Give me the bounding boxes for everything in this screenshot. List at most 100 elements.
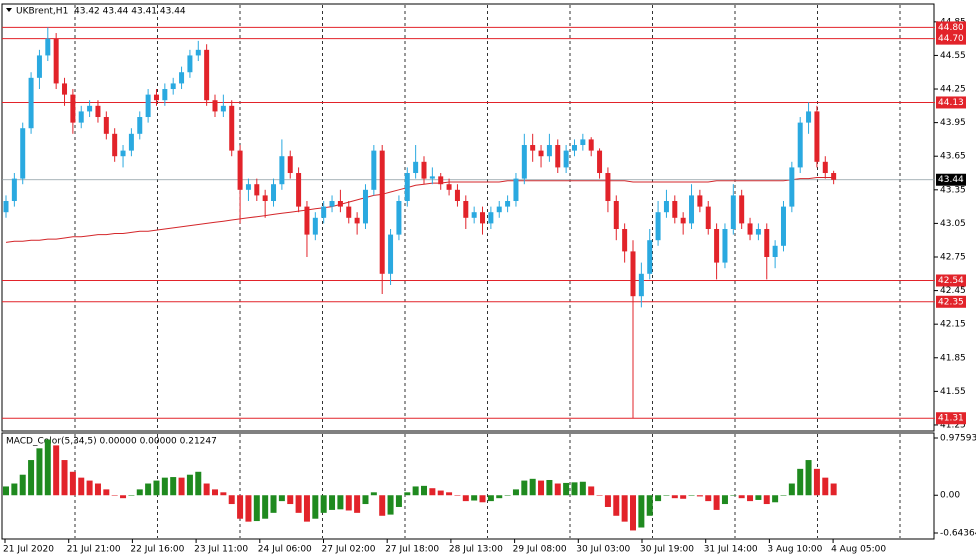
macd-bar bbox=[28, 460, 35, 496]
macd-bar bbox=[379, 495, 386, 516]
candle-body bbox=[70, 94, 76, 123]
y-tick-label: 42.15 bbox=[940, 320, 966, 330]
candle-body bbox=[413, 161, 419, 174]
candle-body bbox=[780, 206, 786, 246]
candle-body bbox=[212, 100, 218, 112]
candle-body bbox=[513, 178, 519, 202]
candle-body bbox=[730, 195, 736, 229]
x-tick-label: 24 Jul 06:00 bbox=[258, 545, 312, 555]
candle-body bbox=[571, 145, 577, 151]
candle-body bbox=[120, 150, 126, 157]
candle-body bbox=[312, 217, 318, 235]
symbol-title: UKBrent,H1 bbox=[16, 7, 68, 17]
macd-bar bbox=[538, 480, 545, 496]
candle-body bbox=[588, 139, 594, 151]
macd-bar bbox=[613, 495, 620, 516]
macd-bar bbox=[688, 495, 695, 496]
x-tick-label: 31 Jul 14:00 bbox=[704, 545, 758, 555]
candle-body bbox=[379, 150, 385, 274]
candle-body bbox=[329, 201, 335, 207]
macd-bar bbox=[454, 495, 461, 496]
candle-body bbox=[404, 173, 410, 202]
macd-bar bbox=[788, 483, 795, 496]
candle-body bbox=[321, 206, 327, 218]
candle-body bbox=[204, 49, 210, 101]
macd-bar bbox=[747, 495, 754, 502]
candle-body bbox=[697, 195, 703, 207]
candle-body bbox=[20, 128, 26, 179]
macd-bar bbox=[479, 495, 486, 503]
candle-body bbox=[237, 150, 243, 190]
macd-bar bbox=[212, 489, 218, 496]
macd-bar bbox=[11, 483, 18, 496]
macd-bar bbox=[136, 489, 143, 496]
macd-bar bbox=[278, 495, 285, 502]
macd-bar bbox=[228, 495, 235, 505]
candle-body bbox=[764, 228, 770, 257]
candle-body bbox=[45, 38, 51, 56]
macd-bar bbox=[471, 495, 478, 501]
candle-body bbox=[705, 206, 711, 229]
macd-bar bbox=[412, 486, 419, 496]
x-tick-label: 29 Jul 08:00 bbox=[513, 545, 567, 555]
macd-bar bbox=[161, 477, 168, 496]
macd-bar bbox=[295, 495, 302, 513]
macd-bar bbox=[395, 495, 402, 507]
macd-bar bbox=[646, 495, 653, 516]
macd-bar bbox=[329, 495, 336, 510]
candle-body bbox=[220, 105, 226, 112]
candle-body bbox=[446, 184, 452, 190]
macd-bar bbox=[128, 495, 135, 496]
candle-body bbox=[630, 251, 636, 297]
macd-bar bbox=[237, 495, 244, 519]
macd-bar bbox=[145, 483, 152, 496]
macd-bar bbox=[178, 477, 185, 496]
macd-bar bbox=[370, 492, 377, 496]
macd-bar bbox=[421, 485, 427, 496]
candle-body bbox=[463, 201, 469, 218]
candle-body bbox=[580, 139, 586, 146]
macd-bar bbox=[512, 489, 519, 496]
macd-bar bbox=[805, 460, 812, 496]
candle-body bbox=[11, 178, 17, 202]
x-tick-label: 28 Jul 13:00 bbox=[449, 545, 503, 555]
candle-body bbox=[530, 145, 536, 151]
macd-bar bbox=[287, 495, 294, 505]
macd-bar bbox=[755, 495, 762, 500]
x-tick-label: 3 Aug 10:00 bbox=[767, 545, 822, 555]
candle-body bbox=[103, 117, 109, 134]
candle-body bbox=[747, 223, 753, 235]
macd-bar bbox=[186, 474, 193, 496]
menu-triangle[interactable] bbox=[6, 8, 12, 12]
candle-body bbox=[831, 173, 837, 180]
macd-bar bbox=[312, 495, 319, 519]
candle-body bbox=[496, 206, 502, 213]
candle-body bbox=[538, 150, 544, 157]
level-label: 41.31 bbox=[938, 414, 964, 424]
macd-bar bbox=[245, 495, 252, 522]
candle-body bbox=[772, 245, 778, 257]
macd-bar bbox=[153, 480, 160, 496]
candle-body bbox=[371, 150, 377, 190]
macd-bar bbox=[61, 460, 68, 496]
x-tick-label: 4 Aug 05:00 bbox=[831, 545, 886, 555]
candle-body bbox=[388, 234, 394, 274]
candle-body bbox=[597, 150, 603, 174]
y-tick-label: 43.35 bbox=[940, 185, 966, 195]
candle-body bbox=[546, 145, 552, 157]
candle-body bbox=[672, 201, 678, 218]
macd-tick-label: -0.64364 bbox=[940, 529, 976, 539]
macd-tick-label: 0.00 bbox=[940, 491, 960, 501]
candle-body bbox=[112, 133, 118, 157]
current-price-label: 43.44 bbox=[938, 175, 964, 185]
x-tick-label: 30 Jul 19:00 bbox=[640, 545, 694, 555]
y-tick-label: 43.05 bbox=[940, 219, 966, 229]
macd-bar bbox=[437, 490, 444, 496]
macd-bar bbox=[596, 495, 603, 496]
macd-bar bbox=[354, 495, 361, 513]
macd-bar bbox=[621, 495, 628, 522]
y-tick-label: 43.95 bbox=[940, 118, 966, 128]
candle-body bbox=[680, 217, 686, 224]
macd-bar bbox=[462, 495, 469, 502]
macd-bar bbox=[111, 495, 118, 496]
